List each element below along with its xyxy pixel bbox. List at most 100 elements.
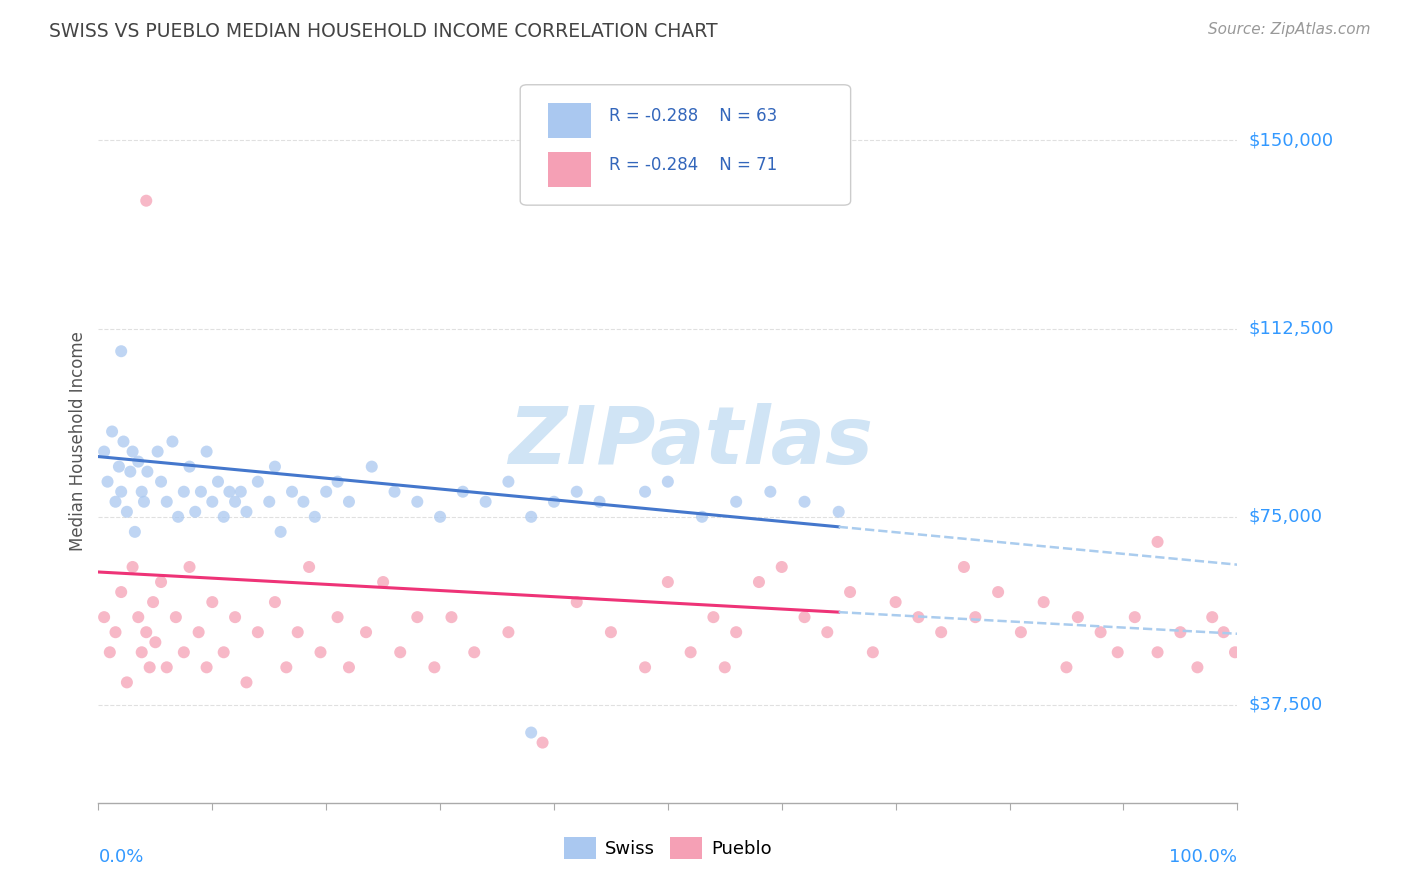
Point [179, 459, 201, 474]
Point [173, 645, 195, 659]
Point [264, 459, 287, 474]
Point [173, 484, 195, 499]
Point [276, 660, 298, 674]
Point [1146, 645, 1168, 659]
Point [281, 484, 304, 499]
Point [145, 635, 167, 649]
Point [264, 595, 287, 609]
Point [195, 444, 218, 458]
Point [229, 484, 252, 499]
Point [150, 574, 173, 589]
Point [389, 645, 412, 659]
Point [131, 484, 153, 499]
Point [1032, 595, 1054, 609]
Point [1090, 625, 1112, 640]
Point [965, 610, 987, 624]
Point [287, 625, 309, 640]
Point [298, 560, 321, 574]
Point [657, 574, 679, 589]
Point [725, 494, 748, 508]
Text: R = -0.288    N = 63: R = -0.288 N = 63 [609, 107, 778, 125]
Point [929, 625, 952, 640]
Point [96, 475, 118, 489]
Point [309, 645, 332, 659]
Point [839, 585, 862, 599]
Point [543, 494, 565, 508]
Point [690, 509, 713, 524]
Point [167, 509, 190, 524]
Point [634, 660, 657, 674]
Point [112, 434, 135, 449]
Point [702, 610, 724, 624]
Point [1146, 534, 1168, 549]
Point [953, 560, 976, 574]
Text: $112,500: $112,500 [1249, 319, 1334, 338]
Point [600, 625, 623, 640]
Point [135, 625, 157, 640]
Point [93, 610, 115, 624]
Point [121, 444, 143, 458]
Point [212, 645, 235, 659]
Text: 0.0%: 0.0% [98, 848, 143, 866]
Point [132, 494, 155, 508]
Text: 100.0%: 100.0% [1170, 848, 1237, 866]
Point [907, 610, 929, 624]
Point [98, 645, 121, 659]
Point [884, 595, 907, 609]
Point [679, 645, 702, 659]
Point [162, 434, 184, 449]
Point [246, 475, 269, 489]
Point [270, 524, 292, 539]
Point [127, 454, 149, 468]
Point [1107, 645, 1129, 659]
Point [451, 484, 474, 499]
Point [218, 484, 240, 499]
Point [360, 459, 382, 474]
Point [187, 625, 209, 640]
Point [657, 475, 679, 489]
Point [304, 509, 326, 524]
Point [315, 484, 337, 499]
Point [748, 574, 770, 589]
Point [120, 465, 142, 479]
Point [138, 660, 160, 674]
Point [201, 595, 224, 609]
Point [224, 494, 246, 508]
Point [565, 595, 588, 609]
Point [131, 645, 153, 659]
Text: SWISS VS PUEBLO MEDIAN HOUSEHOLD INCOME CORRELATION CHART: SWISS VS PUEBLO MEDIAN HOUSEHOLD INCOME … [49, 22, 718, 41]
Point [235, 675, 257, 690]
Point [588, 494, 610, 508]
Point [101, 425, 124, 439]
Point [793, 610, 815, 624]
Point [337, 660, 360, 674]
Legend: Swiss, Pueblo: Swiss, Pueblo [557, 830, 779, 866]
Point [1223, 645, 1246, 659]
Point [135, 194, 157, 208]
Point [1212, 625, 1234, 640]
Point [207, 475, 229, 489]
Text: $75,000: $75,000 [1249, 508, 1323, 525]
Point [828, 505, 851, 519]
Point [1170, 625, 1192, 640]
Point [440, 610, 463, 624]
Point [1010, 625, 1032, 640]
Point [337, 494, 360, 508]
Point [520, 509, 543, 524]
Point [108, 459, 131, 474]
Point [498, 475, 520, 489]
Point [115, 675, 138, 690]
Point [156, 494, 179, 508]
Point [259, 494, 281, 508]
Point [371, 574, 394, 589]
Point [498, 625, 520, 640]
Point [1201, 610, 1223, 624]
Point [136, 465, 159, 479]
Point [1067, 610, 1090, 624]
Point [142, 595, 165, 609]
Point [115, 505, 138, 519]
Point [406, 610, 429, 624]
Point [104, 494, 127, 508]
Point [179, 560, 201, 574]
Point [815, 625, 838, 640]
